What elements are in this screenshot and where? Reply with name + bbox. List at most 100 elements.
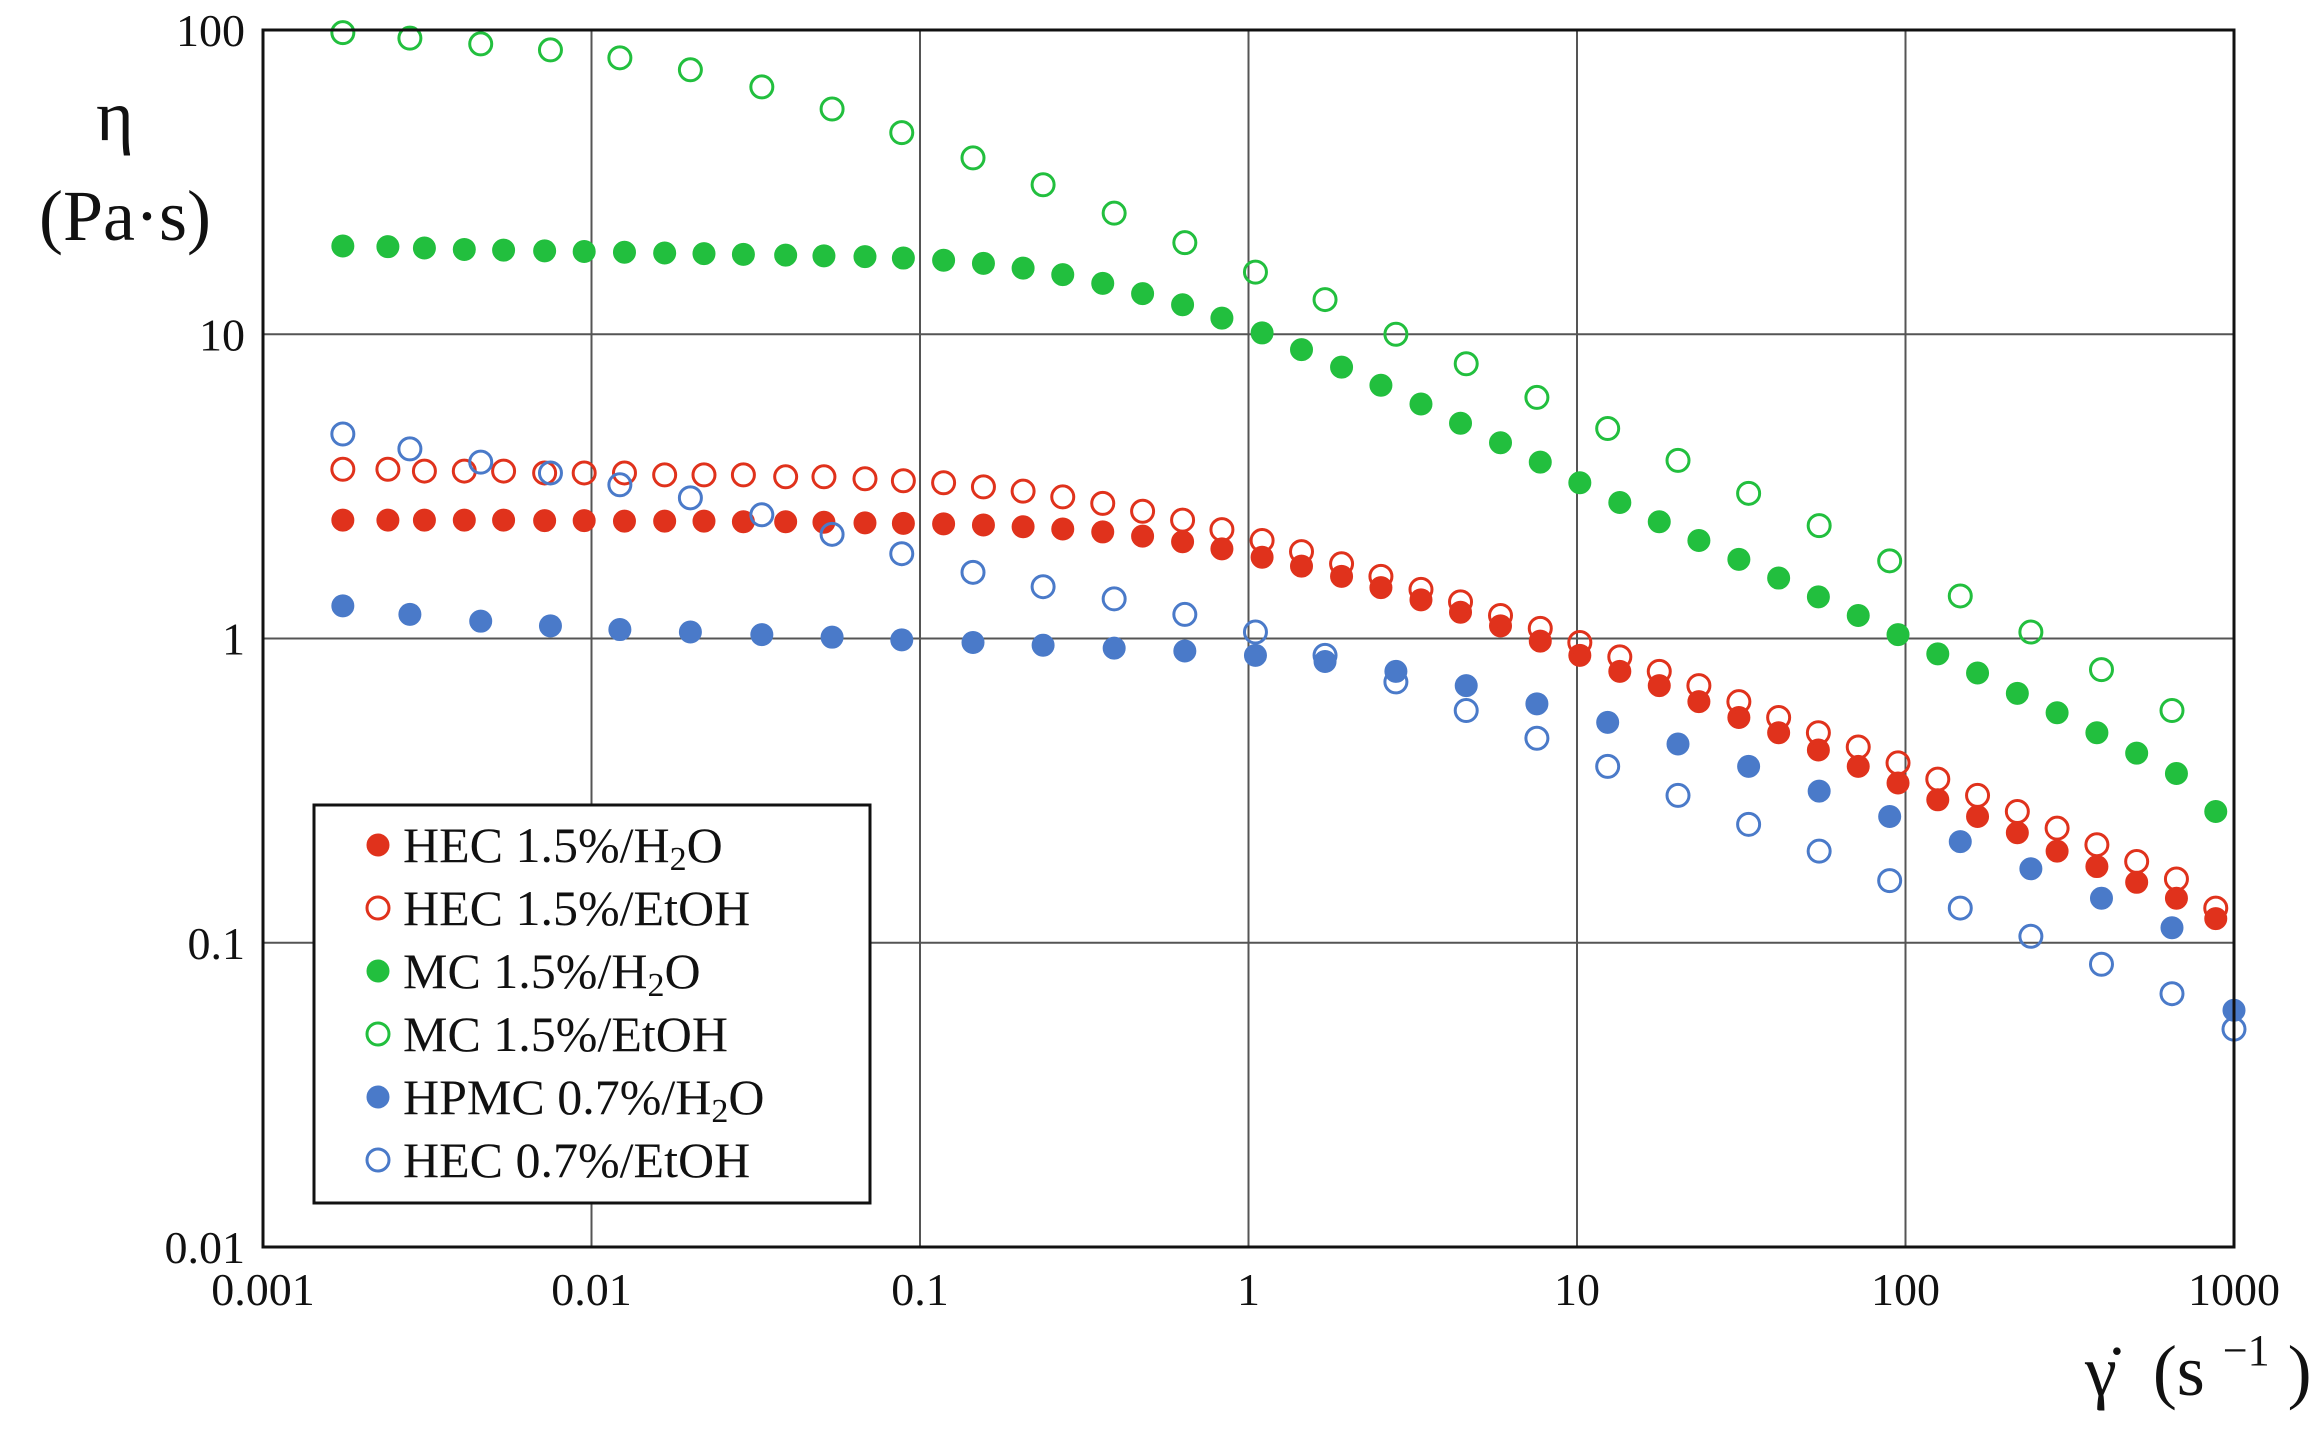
data-point bbox=[653, 509, 677, 533]
data-point bbox=[692, 509, 716, 533]
data-point bbox=[730, 462, 756, 488]
x-axis-close-paren: ) bbox=[2288, 1331, 2312, 1411]
data-point bbox=[2159, 981, 2185, 1007]
data-point bbox=[1050, 484, 1076, 510]
data-point bbox=[812, 244, 836, 268]
data-point bbox=[819, 521, 845, 547]
data-point bbox=[1647, 510, 1671, 534]
data-point bbox=[1806, 585, 1830, 609]
data-point bbox=[1488, 603, 1514, 629]
data-point bbox=[1210, 306, 1234, 330]
data-point bbox=[1131, 524, 1155, 548]
data-point bbox=[1011, 515, 1035, 539]
data-point bbox=[331, 508, 355, 532]
data-point bbox=[1524, 384, 1550, 410]
data-point bbox=[1806, 513, 1832, 539]
data-point bbox=[773, 464, 799, 490]
data-point bbox=[376, 235, 400, 259]
data-point bbox=[653, 241, 677, 265]
data-point bbox=[931, 470, 957, 496]
data-point bbox=[397, 436, 423, 462]
data-point bbox=[412, 508, 436, 532]
data-point bbox=[1312, 642, 1338, 668]
data-point bbox=[1330, 564, 1354, 588]
data-point bbox=[2160, 916, 2184, 940]
data-point bbox=[2124, 848, 2150, 874]
legend-marker bbox=[366, 833, 390, 857]
data-point bbox=[1313, 650, 1337, 674]
data-point bbox=[889, 541, 915, 567]
data-point bbox=[533, 239, 557, 263]
data-point bbox=[2164, 761, 2188, 785]
y-tick-label: 10 bbox=[199, 309, 245, 360]
data-point bbox=[820, 625, 844, 649]
data-point bbox=[1330, 355, 1354, 379]
x-axis-units: (s bbox=[2153, 1331, 2205, 1411]
series-0 bbox=[331, 508, 2228, 931]
data-point bbox=[2085, 855, 2109, 879]
data-point bbox=[932, 248, 956, 272]
data-point bbox=[2019, 857, 2043, 881]
data-point bbox=[1568, 643, 1592, 667]
data-point bbox=[1885, 750, 1911, 776]
data-point bbox=[1947, 583, 1973, 609]
data-point bbox=[1845, 734, 1871, 760]
data-point bbox=[2005, 821, 2029, 845]
x-tick-label: 0.01 bbox=[551, 1264, 632, 1315]
data-point bbox=[1091, 271, 1115, 295]
data-point bbox=[853, 511, 877, 535]
data-point bbox=[678, 620, 702, 644]
data-point bbox=[1131, 282, 1155, 306]
data-point bbox=[932, 512, 956, 536]
y-axis-units: (Pa·s) bbox=[39, 176, 211, 256]
data-point bbox=[1051, 517, 1075, 541]
legend-label: MC 1.5%/EtOH bbox=[403, 1006, 728, 1062]
data-point bbox=[2085, 721, 2109, 745]
data-point bbox=[398, 602, 422, 626]
data-point bbox=[412, 236, 436, 260]
legend-label: HPMC 0.7%/H2O bbox=[403, 1069, 764, 1130]
data-point bbox=[1130, 498, 1156, 524]
data-point bbox=[1926, 642, 1950, 666]
data-point bbox=[1030, 574, 1056, 600]
data-point bbox=[1312, 287, 1338, 313]
legend-marker bbox=[366, 1085, 390, 1109]
data-point bbox=[468, 31, 494, 57]
data-point bbox=[572, 240, 596, 264]
data-point bbox=[612, 509, 636, 533]
data-point bbox=[1242, 619, 1268, 645]
y-tick-label: 100 bbox=[176, 5, 245, 56]
data-point bbox=[1172, 601, 1198, 627]
data-point bbox=[1966, 804, 1990, 828]
x-tick-label: 1000 bbox=[2188, 1264, 2280, 1315]
data-point bbox=[1965, 782, 1991, 808]
data-point bbox=[1210, 537, 1234, 561]
data-point bbox=[1408, 576, 1434, 602]
data-point bbox=[2159, 697, 2185, 723]
y-tick-label: 0.1 bbox=[188, 918, 246, 969]
data-point bbox=[774, 510, 798, 534]
data-point bbox=[1966, 661, 1990, 685]
data-point bbox=[469, 609, 493, 633]
x-axis-title: γ̇ (s −1 ) bbox=[2084, 1301, 2312, 1411]
plot-frame bbox=[261, 28, 2236, 1249]
x-tick-label: 10 bbox=[1554, 1264, 1600, 1315]
data-point bbox=[1595, 753, 1621, 779]
data-point bbox=[2044, 815, 2070, 841]
data-point bbox=[1091, 520, 1115, 544]
data-point bbox=[1726, 689, 1752, 715]
data-point bbox=[1607, 644, 1633, 670]
data-point bbox=[970, 474, 996, 500]
data-point bbox=[731, 242, 755, 266]
data-point bbox=[1383, 321, 1409, 347]
data-point bbox=[1101, 586, 1127, 612]
legend-box bbox=[312, 803, 872, 1205]
data-point bbox=[1173, 639, 1197, 663]
legend-marker bbox=[365, 895, 391, 921]
data-point bbox=[2018, 619, 2044, 645]
data-point bbox=[2125, 741, 2149, 765]
data-point bbox=[1209, 517, 1235, 543]
